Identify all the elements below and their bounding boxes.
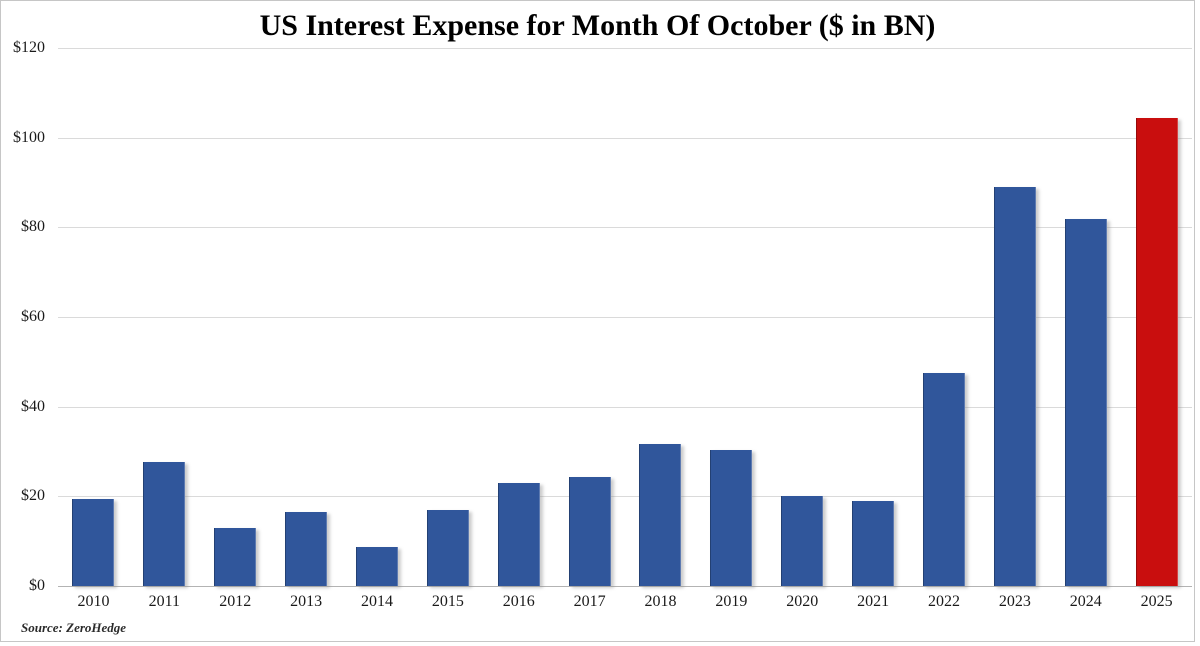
bar-slot [483, 48, 554, 586]
y-tick-label: $100 [13, 129, 45, 146]
x-tick-label-2024: 2024 [1069, 593, 1102, 610]
bar-slot [342, 48, 413, 586]
gridline [58, 227, 1192, 228]
gridline [58, 48, 1192, 49]
bar-slot [696, 48, 767, 586]
x-tick-label-2022: 2022 [927, 593, 960, 610]
bar-2018 [639, 444, 682, 586]
bar-slot [412, 48, 483, 586]
y-tick-label: $120 [13, 39, 45, 56]
gridline [58, 317, 1192, 318]
x-tick-label-2011: 2011 [148, 593, 181, 610]
gridline [58, 407, 1192, 408]
bar-2019 [710, 450, 753, 586]
x-tick-label-2018: 2018 [644, 593, 677, 610]
gridline [58, 496, 1192, 497]
bar-slot [1050, 48, 1121, 586]
bar-2021 [852, 501, 895, 586]
bar-slot [200, 48, 271, 586]
bar-2012 [214, 528, 257, 586]
chart-title: US Interest Expense for Month Of October… [259, 9, 936, 42]
x-tick-label-2021: 2021 [857, 593, 890, 610]
y-tick-label: $80 [21, 218, 45, 235]
bar-slot [979, 48, 1050, 586]
bar-2014 [355, 547, 398, 586]
bar-slot [767, 48, 838, 586]
x-tick-label-2010: 2010 [77, 593, 110, 610]
bar-2013 [285, 512, 328, 586]
bar-slot [271, 48, 342, 586]
gridline [58, 138, 1192, 139]
bar-slot [625, 48, 696, 586]
x-tick-label-2012: 2012 [219, 593, 252, 610]
bar-slot [838, 48, 909, 586]
bar-slot [909, 48, 980, 586]
bars-row [58, 48, 1192, 586]
x-tick-label-2023: 2023 [998, 593, 1031, 610]
y-tick-label: $60 [21, 308, 45, 325]
bar-2017 [568, 477, 611, 586]
x-tick-label-2016: 2016 [502, 593, 535, 610]
bar-2011 [143, 462, 186, 586]
bar-2024 [1064, 219, 1107, 586]
bar-slot [58, 48, 129, 586]
x-tick-label-2025: 2025 [1140, 593, 1173, 610]
y-tick-label: $20 [21, 487, 45, 504]
bar-2020 [781, 496, 824, 586]
x-tick-label-2019: 2019 [715, 593, 748, 610]
bar-slot [1121, 48, 1192, 586]
source-label: Source: ZeroHedge [21, 620, 127, 635]
x-axis-baseline [58, 586, 1192, 587]
bar-2022 [922, 373, 965, 586]
bar-2023 [993, 187, 1036, 586]
x-tick-label-2014: 2014 [360, 593, 393, 610]
y-tick-label: $40 [21, 398, 45, 415]
bar-slot [554, 48, 625, 586]
bar-2025 [1135, 118, 1178, 586]
x-tick-label-2020: 2020 [786, 593, 819, 610]
plot-area [58, 48, 1192, 587]
x-tick-label-2017: 2017 [573, 593, 606, 610]
bar-2015 [426, 510, 469, 586]
x-tick-label-2015: 2015 [431, 593, 464, 610]
y-tick-label: $0 [29, 577, 45, 594]
bar-slot [129, 48, 200, 586]
x-tick-label-2013: 2013 [290, 593, 323, 610]
bar-2010 [72, 499, 115, 586]
bar-2016 [497, 483, 540, 586]
x-axis-labels: 2010 2011 2012 2013 2014 2015 2016 2017 2018 2019… [58, 593, 1192, 611]
